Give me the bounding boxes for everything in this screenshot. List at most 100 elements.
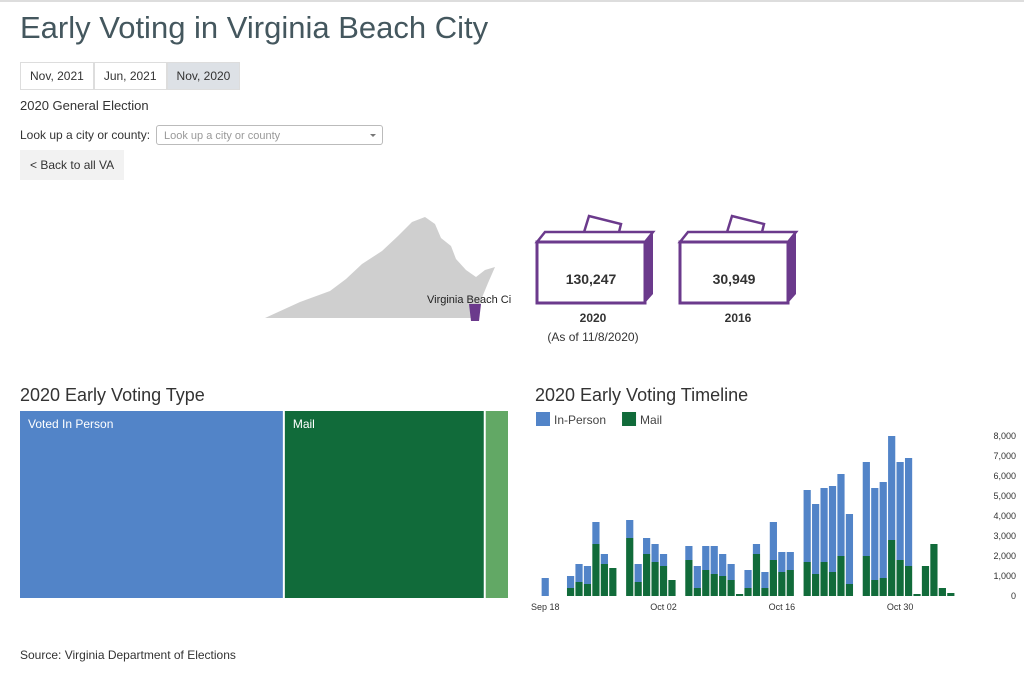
y-tick-label: 2,000 — [993, 551, 1016, 561]
y-tick-label: 4,000 — [993, 511, 1016, 521]
bar — [634, 582, 642, 596]
bar — [693, 588, 701, 596]
x-tick-label: Oct 16 — [769, 602, 796, 612]
bar — [600, 554, 608, 564]
bar — [744, 588, 752, 596]
bar — [879, 578, 887, 596]
bar — [896, 462, 904, 560]
bar — [727, 580, 735, 596]
bar — [744, 570, 752, 588]
back-button[interactable]: < Back to all VA — [20, 150, 125, 180]
bar — [930, 544, 938, 596]
bar — [837, 474, 845, 556]
bar — [626, 520, 634, 538]
bar — [837, 556, 845, 596]
bar — [904, 458, 913, 566]
bar — [812, 574, 820, 596]
y-tick-label: 8,000 — [993, 431, 1016, 441]
bar — [845, 584, 854, 596]
treemap-cell — [284, 411, 484, 598]
legend-label: In-Person — [554, 413, 606, 427]
bar — [566, 576, 575, 588]
x-tick-label: Oct 30 — [887, 602, 914, 612]
bar — [541, 578, 549, 596]
bar — [871, 488, 879, 580]
bar — [634, 564, 642, 582]
bar — [719, 576, 727, 596]
ballot-box — [677, 214, 799, 305]
tabs: Nov, 2021 Jun, 2021 Nov, 2020 — [20, 62, 241, 90]
ballot-count: 30,949 — [713, 271, 756, 287]
bar — [659, 554, 668, 566]
bar — [820, 488, 828, 562]
bar — [921, 566, 930, 596]
tab[interactable]: Nov, 2020 — [166, 62, 241, 90]
bar — [871, 580, 879, 596]
bar — [862, 556, 870, 596]
bar — [702, 546, 710, 570]
bar — [651, 562, 659, 596]
bar — [820, 562, 828, 596]
bar — [710, 546, 718, 574]
ballot-year: 2020 — [580, 311, 607, 325]
bar — [896, 560, 904, 596]
y-tick-label: 5,000 — [993, 491, 1016, 501]
ballot-note: (As of 11/8/2020) — [547, 330, 638, 344]
lookup-dropdown[interactable]: Look up a city or county — [156, 125, 383, 145]
ballot-box — [534, 214, 656, 305]
bar — [651, 544, 659, 562]
bar — [592, 522, 600, 544]
bar — [735, 594, 744, 596]
bar — [904, 566, 913, 596]
legend-label: Mail — [640, 413, 662, 427]
source: Source: Virginia Department of Elections — [20, 648, 236, 662]
bar — [600, 564, 608, 596]
bar — [761, 588, 769, 596]
bar — [769, 522, 777, 560]
ballot-year: 2016 — [725, 311, 752, 325]
bar — [888, 540, 896, 596]
y-tick-label: 6,000 — [993, 471, 1016, 481]
bar — [575, 564, 583, 582]
legend-swatch — [536, 412, 550, 426]
virginia-beach-highlight — [469, 304, 481, 321]
bar — [786, 570, 794, 596]
bar — [566, 588, 575, 596]
bar — [862, 462, 870, 556]
bar — [786, 552, 794, 570]
bar — [828, 572, 837, 596]
bar — [888, 436, 896, 540]
y-tick-label: 1,000 — [993, 571, 1016, 581]
chart-title: 2020 Early Voting Type — [20, 385, 205, 405]
lookup-label: Look up a city or county: — [20, 128, 151, 142]
tab[interactable]: Nov, 2021 — [20, 62, 94, 90]
tab[interactable]: Jun, 2021 — [93, 62, 167, 90]
bar — [719, 554, 727, 576]
bar — [668, 580, 676, 596]
bar — [828, 486, 837, 572]
bar — [592, 544, 600, 596]
bar — [761, 572, 769, 588]
y-tick-label: 0 — [1011, 591, 1016, 601]
bar — [778, 572, 786, 596]
election-name: 2020 General Election — [20, 98, 149, 113]
bar — [803, 562, 811, 596]
bar — [685, 560, 693, 596]
cell-label: Mail — [293, 417, 315, 431]
bar — [702, 570, 710, 596]
bar — [583, 584, 592, 596]
bar — [626, 538, 634, 596]
bar — [769, 560, 777, 596]
y-tick-label: 7,000 — [993, 451, 1016, 461]
bar — [879, 482, 887, 578]
x-tick-label: Sep 18 — [531, 602, 560, 612]
treemap-cell — [20, 411, 283, 598]
bar — [845, 514, 854, 584]
map-label: Virginia Beach Ci — [427, 294, 511, 306]
bar — [947, 593, 955, 596]
legend-swatch — [622, 412, 637, 426]
x-tick-label: Oct 02 — [650, 602, 677, 612]
bar — [583, 566, 592, 584]
